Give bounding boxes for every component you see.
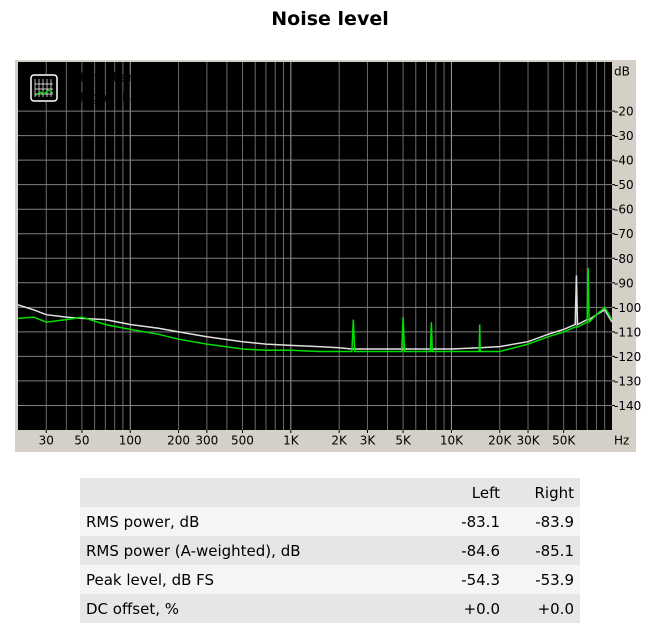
- x-unit: Hz: [614, 434, 629, 448]
- x-tick-label: 300: [195, 434, 218, 448]
- corner-cell: [80, 478, 432, 507]
- results-table: Left Right RMS power, dB -83.1 -83.9 RMS po…: [80, 478, 580, 623]
- y-tick-label: -140: [614, 399, 641, 413]
- table-cell: -83.1: [461, 512, 500, 531]
- y-tick-label: -100: [614, 301, 641, 315]
- legend-icon-line: [34, 89, 54, 97]
- table-cell: -85.1: [535, 541, 574, 560]
- table-row: DC offset, % +0.0 +0.0: [80, 594, 580, 623]
- y-tick-label: -130: [614, 374, 641, 388]
- y-tick-label: -30: [614, 129, 634, 143]
- plot-area: [18, 62, 612, 430]
- x-tick-label: 50K: [552, 434, 576, 448]
- table-cell: -53.9: [535, 570, 574, 589]
- legend-label: Right channel: [80, 91, 163, 105]
- table-cell: +0.0: [537, 599, 574, 618]
- x-tick-label: 500: [231, 434, 254, 448]
- x-tick-label: 30K: [516, 434, 540, 448]
- y-tick-label: -50: [614, 178, 634, 192]
- x-tick-label: 10K: [440, 434, 464, 448]
- chart: dB Hz -20 -30 -40 -50 -60 -70 -80 -90 -100 -110 -1…: [15, 60, 641, 452]
- table-cell: -54.3: [461, 570, 500, 589]
- column-header: Right: [534, 483, 575, 502]
- header-row: Left Right: [80, 478, 580, 507]
- x-tick-label: 50: [74, 434, 89, 448]
- y-tick-label: -120: [614, 350, 641, 364]
- x-tick-label: 3K: [360, 434, 377, 448]
- y-tick-label: -40: [614, 154, 634, 168]
- legend-icon-grid: [34, 79, 53, 97]
- row-label: RMS power (A-weighted), dB: [86, 541, 301, 560]
- table-cell: +0.0: [463, 599, 500, 618]
- table-row: RMS power, dB -83.1 -83.9: [80, 507, 580, 536]
- y-tick-label: -20: [614, 105, 634, 119]
- x-tick-label: 200: [167, 434, 190, 448]
- table-row: RMS power (A-weighted), dB -84.6 -85.1: [80, 536, 580, 565]
- chart-title: Noise level: [271, 8, 389, 30]
- x-tick-label: 5K: [395, 434, 412, 448]
- y-tick-label: -110: [614, 325, 641, 339]
- y-unit: dB: [614, 65, 630, 79]
- legend-label: Left channel: [80, 71, 154, 85]
- y-tick-label: -80: [614, 252, 634, 266]
- y-tick-label: -60: [614, 203, 634, 217]
- x-tick-label: 100: [119, 434, 142, 448]
- row-label: Peak level, dB FS: [86, 570, 215, 589]
- table-row: Peak level, dB FS -54.3 -53.9: [80, 565, 580, 594]
- table-cell: -84.6: [461, 541, 500, 560]
- row-label: DC offset, %: [86, 599, 180, 618]
- y-tick-label: -90: [614, 276, 634, 290]
- table-cell: -83.9: [535, 512, 574, 531]
- x-tick-label: 30: [39, 434, 54, 448]
- row-label: RMS power, dB: [86, 512, 200, 531]
- y-tick-label: -70: [614, 227, 634, 241]
- x-tick-label: 2K: [331, 434, 348, 448]
- series-line: [17, 268, 613, 353]
- x-tick-label: 1K: [283, 434, 300, 448]
- x-tick-label: 20K: [488, 434, 512, 448]
- column-header: Left: [471, 483, 500, 502]
